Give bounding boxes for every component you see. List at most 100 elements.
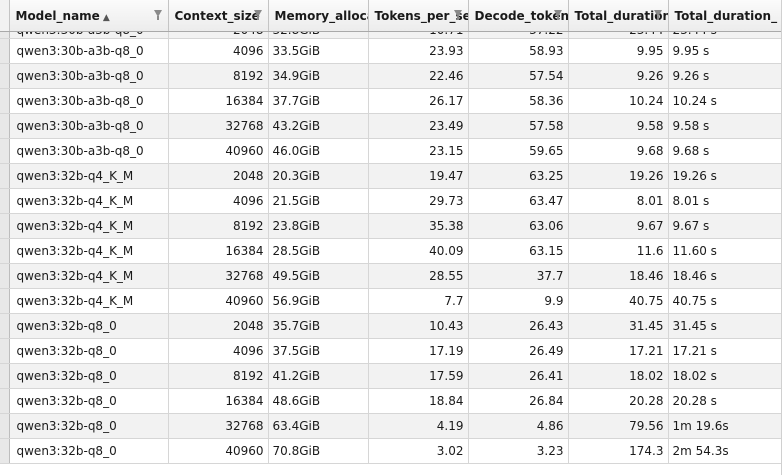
row-header[interactable] <box>0 363 10 389</box>
cell-memory-allocated[interactable]: 20.3GiB <box>268 163 369 189</box>
cell-memory-allocated[interactable]: 23.8GiB <box>268 213 369 239</box>
cell-context-size[interactable]: 16384 <box>168 388 269 414</box>
cell-context-size[interactable]: 40960 <box>168 288 269 314</box>
cell-context-size[interactable]: 40960 <box>168 438 269 464</box>
cell-total-duration-formatted[interactable]: 9.58 s <box>668 113 782 139</box>
cell-total-duration[interactable]: 79.56 <box>568 413 669 439</box>
cell-decode-tokens[interactable]: 26.84 <box>468 388 569 414</box>
cell-decode-tokens[interactable]: 63.15 <box>468 238 569 264</box>
cell-total-duration[interactable]: 20.28 <box>568 388 669 414</box>
table-row[interactable]: qwen3:30b-a3b-q8_0 4096 33.5GiB 23.93 58.93 9… <box>0 38 782 64</box>
cell-context-size[interactable]: 2048 <box>168 163 269 189</box>
cell-model-name[interactable]: qwen3:32b-q8_0 <box>9 363 169 389</box>
cell-model-name[interactable]: qwen3:30b-a3b-q8_0 <box>9 138 169 164</box>
cell-memory-allocated[interactable]: 37.7GiB <box>268 88 369 114</box>
cell-model-name[interactable]: qwen3:30b-a3b-q8_0 <box>9 63 169 89</box>
row-header[interactable] <box>0 63 10 89</box>
cell-total-duration-formatted[interactable]: 18.46 s <box>668 263 782 289</box>
cell-total-duration[interactable]: 11.6 <box>568 238 669 264</box>
cell-model-name[interactable]: qwen3:32b-q8_0 <box>9 438 169 464</box>
row-header[interactable] <box>0 238 10 264</box>
column-header-context-size[interactable]: Context_size <box>168 0 269 32</box>
cell-model-name[interactable]: qwen3:32b-q4_K_M <box>9 188 169 214</box>
row-header[interactable] <box>0 31 10 39</box>
cell-model-name[interactable]: qwen3:32b-q8_0 <box>9 313 169 339</box>
cell-context-size[interactable]: 2048 <box>168 313 269 339</box>
cell-total-duration[interactable]: 23.44 <box>568 31 669 39</box>
cell-total-duration[interactable]: 174.3 <box>568 438 669 464</box>
cell-decode-tokens[interactable]: 57.58 <box>468 113 569 139</box>
cell-total-duration[interactable]: 9.95 <box>568 38 669 64</box>
cell-total-duration-formatted[interactable]: 2m 54.3s <box>668 438 782 464</box>
row-header[interactable] <box>0 138 10 164</box>
cell-decode-tokens[interactable]: 57.54 <box>468 63 569 89</box>
cell-decode-tokens[interactable]: 4.86 <box>468 413 569 439</box>
cell-model-name[interactable]: qwen3:32b-q4_K_M <box>9 163 169 189</box>
cell-memory-allocated[interactable]: 70.8GiB <box>268 438 369 464</box>
cell-tokens-per-sec[interactable]: 7.7 <box>368 288 469 314</box>
cell-model-name[interactable]: qwen3:30b-a3b-q8_0 <box>9 113 169 139</box>
cell-total-duration[interactable]: 8.01 <box>568 188 669 214</box>
row-header[interactable] <box>0 438 10 464</box>
cell-context-size[interactable]: 16384 <box>168 88 269 114</box>
cell-context-size[interactable]: 8192 <box>168 213 269 239</box>
cell-memory-allocated[interactable]: 35.7GiB <box>268 313 369 339</box>
cell-total-duration-formatted[interactable]: 1m 19.6s <box>668 413 782 439</box>
cell-memory-allocated[interactable]: 34.9GiB <box>268 63 369 89</box>
column-header-tokens-per-sec[interactable]: Tokens_per_sec <box>368 0 469 32</box>
row-header[interactable] <box>0 388 10 414</box>
cell-context-size[interactable]: 32768 <box>168 263 269 289</box>
cell-total-duration-formatted[interactable]: 18.02 s <box>668 363 782 389</box>
table-row[interactable]: qwen3:32b-q8_0 32768 63.4GiB 4.19 4.86 79.56 1… <box>0 413 782 439</box>
cell-tokens-per-sec[interactable]: 22.46 <box>368 63 469 89</box>
column-header-total-duration-formatted[interactable]: Total_duration_ <box>668 0 782 32</box>
cell-total-duration[interactable]: 10.24 <box>568 88 669 114</box>
cell-total-duration[interactable]: 31.45 <box>568 313 669 339</box>
cell-context-size[interactable]: 40960 <box>168 138 269 164</box>
table-row[interactable]: qwen3:32b-q4_K_M 16384 28.5GiB 40.09 63.15 11… <box>0 238 782 264</box>
sort-ascending-icon[interactable]: ▲ <box>102 12 110 23</box>
cell-total-duration[interactable]: 9.68 <box>568 138 669 164</box>
cell-total-duration[interactable]: 9.26 <box>568 63 669 89</box>
table-row[interactable]: qwen3:32b-q4_K_M 8192 23.8GiB 35.38 63.06 9.6… <box>0 213 782 239</box>
cell-tokens-per-sec[interactable]: 19.47 <box>368 163 469 189</box>
cell-total-duration-formatted[interactable]: 23.44 s <box>668 31 782 39</box>
cell-memory-allocated[interactable]: 32.8GiB <box>268 31 369 39</box>
row-header[interactable] <box>0 338 10 364</box>
cell-tokens-per-sec[interactable]: 10.43 <box>368 313 469 339</box>
cell-decode-tokens[interactable]: 26.41 <box>468 363 569 389</box>
cell-context-size[interactable]: 8192 <box>168 63 269 89</box>
cell-memory-allocated[interactable]: 43.2GiB <box>268 113 369 139</box>
cell-tokens-per-sec[interactable]: 28.55 <box>368 263 469 289</box>
row-header[interactable] <box>0 413 10 439</box>
cell-tokens-per-sec[interactable]: 29.73 <box>368 188 469 214</box>
cell-decode-tokens[interactable]: 58.36 <box>468 88 569 114</box>
cell-total-duration[interactable]: 19.26 <box>568 163 669 189</box>
cell-total-duration-formatted[interactable]: 11.60 s <box>668 238 782 264</box>
cell-total-duration-formatted[interactable]: 20.28 s <box>668 388 782 414</box>
table-row[interactable]: qwen3:32b-q8_0 16384 48.6GiB 18.84 26.84 20.2… <box>0 388 782 414</box>
cell-decode-tokens[interactable]: 37.7 <box>468 263 569 289</box>
cell-memory-allocated[interactable]: 46.0GiB <box>268 138 369 164</box>
cell-memory-allocated[interactable]: 21.5GiB <box>268 188 369 214</box>
cell-model-name[interactable]: qwen3:32b-q4_K_M <box>9 238 169 264</box>
cell-memory-allocated[interactable]: 56.9GiB <box>268 288 369 314</box>
cell-decode-tokens[interactable]: 37.22 <box>468 31 569 39</box>
cell-decode-tokens[interactable]: 3.23 <box>468 438 569 464</box>
cell-total-duration-formatted[interactable]: 9.67 s <box>668 213 782 239</box>
cell-decode-tokens[interactable]: 63.47 <box>468 188 569 214</box>
cell-model-name[interactable]: qwen3:32b-q8_0 <box>9 413 169 439</box>
cell-context-size[interactable]: 16384 <box>168 238 269 264</box>
row-header[interactable] <box>0 163 10 189</box>
cell-total-duration[interactable]: 17.21 <box>568 338 669 364</box>
cell-tokens-per-sec[interactable]: 23.15 <box>368 138 469 164</box>
cell-total-duration[interactable]: 18.46 <box>568 263 669 289</box>
cell-context-size[interactable]: 4096 <box>168 188 269 214</box>
cell-tokens-per-sec[interactable]: 10.71 <box>368 31 469 39</box>
column-header-model-name[interactable]: Model_name ▲ <box>9 0 169 32</box>
cell-decode-tokens[interactable]: 63.25 <box>468 163 569 189</box>
table-row[interactable]: qwen3:32b-q8_0 40960 70.8GiB 3.02 3.23 174.3 2… <box>0 438 782 464</box>
table-row[interactable]: qwen3:32b-q8_0 4096 37.5GiB 17.19 26.49 17.21… <box>0 338 782 364</box>
cell-decode-tokens[interactable]: 26.49 <box>468 338 569 364</box>
cell-tokens-per-sec[interactable]: 3.02 <box>368 438 469 464</box>
